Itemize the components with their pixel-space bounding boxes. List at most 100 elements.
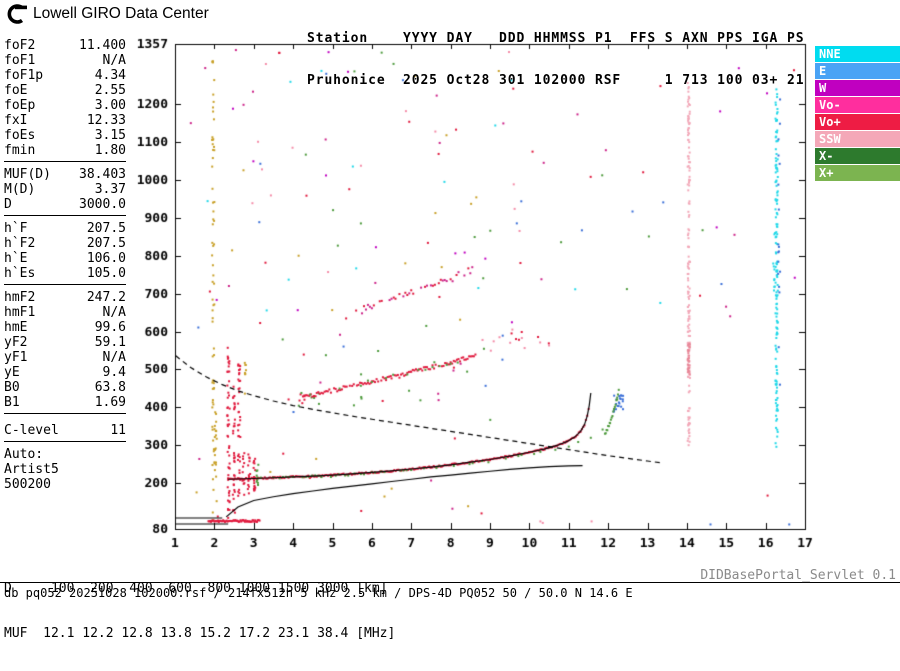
param-value: 11 bbox=[110, 423, 126, 438]
param-value: 247.2 bbox=[86, 290, 126, 305]
param-label: yE bbox=[4, 365, 20, 380]
param-group: h`F 207.5 h`F2 207.5 h`E 106.0 h`Es 105.0 bbox=[4, 221, 126, 285]
param-label: yF1 bbox=[4, 350, 28, 365]
param-value: 3000.0 bbox=[79, 197, 126, 212]
param-value: 99.6 bbox=[94, 320, 126, 335]
param-group: MUF(D) 38.403 M(D) 3.37 D 3000.0 bbox=[4, 167, 126, 216]
param-row: D 3000.0 bbox=[4, 197, 126, 212]
param-value: 207.5 bbox=[86, 236, 126, 251]
param-row: hmF1 N/A bbox=[4, 305, 126, 320]
param-value: 3.15 bbox=[94, 128, 126, 143]
param-group: C-level 11 bbox=[4, 423, 126, 442]
param-row: MUF(D) 38.403 bbox=[4, 167, 126, 182]
param-row: h`Es 105.0 bbox=[4, 266, 126, 281]
param-label: B1 bbox=[4, 395, 20, 410]
parameter-panel: foF2 11.400 foF1 N/A foF1p 4.34 foE 2.55 foEp 3.0… bbox=[4, 38, 126, 492]
param-row: C-level 11 bbox=[4, 423, 126, 438]
param-value: 3.37 bbox=[94, 182, 126, 197]
legend-item-w: W bbox=[815, 80, 900, 96]
param-row: B0 63.8 bbox=[4, 380, 126, 395]
brand-title: Lowell GIRO Data Center bbox=[33, 5, 209, 22]
param-value: 63.8 bbox=[94, 380, 126, 395]
param-label: h`E bbox=[4, 251, 28, 266]
param-label: foE bbox=[4, 83, 28, 98]
param-label: M(D) bbox=[4, 182, 36, 197]
param-row: h`E 106.0 bbox=[4, 251, 126, 266]
param-label: fxI bbox=[4, 113, 28, 128]
param-row: foEs 3.15 bbox=[4, 128, 126, 143]
autoscaling-line: Auto: bbox=[4, 447, 44, 462]
polarization-legend: NNE E W Vo- Vo+ SSW X- X+ bbox=[815, 46, 900, 182]
autoscaling-block: Auto: Artist5 500200 bbox=[4, 447, 126, 492]
legend-item-ssw: SSW bbox=[815, 131, 900, 147]
param-row: h`F2 207.5 bbox=[4, 236, 126, 251]
param-label: hmF2 bbox=[4, 290, 36, 305]
param-label: h`Es bbox=[4, 266, 36, 281]
brand: Lowell GIRO Data Center bbox=[5, 4, 209, 24]
param-value: N/A bbox=[102, 350, 126, 365]
param-label: hmF1 bbox=[4, 305, 36, 320]
param-label: B0 bbox=[4, 380, 20, 395]
param-row: foEp 3.00 bbox=[4, 98, 126, 113]
legend-item-x-: X- bbox=[815, 148, 900, 164]
station-header: Station YYYY DAY DDD HHMMSS P1 FFS S AXN… bbox=[307, 4, 804, 116]
ionogram-plot-canvas bbox=[0, 0, 900, 600]
param-group: hmF2 247.2 hmF1 N/A hmE 99.6 yF2 59.1 yF1 N/A yE 9.… bbox=[4, 290, 126, 414]
param-row: foE 2.55 bbox=[4, 83, 126, 98]
param-value: 106.0 bbox=[86, 251, 126, 266]
param-label: h`F2 bbox=[4, 236, 36, 251]
lowell-logo-icon bbox=[5, 4, 27, 24]
param-row: fxI 12.33 bbox=[4, 113, 126, 128]
param-row: foF1 N/A bbox=[4, 53, 126, 68]
param-row: hmE 99.6 bbox=[4, 320, 126, 335]
header-values: Pruhonice 2025 Oct28 301 102000 RSF 1 71… bbox=[307, 73, 805, 88]
param-row: foF1p 4.34 bbox=[4, 68, 126, 83]
param-label: foF1p bbox=[4, 68, 44, 83]
param-label: MUF(D) bbox=[4, 167, 51, 182]
param-label: hmE bbox=[4, 320, 28, 335]
param-value: 2.55 bbox=[94, 83, 126, 98]
param-value: 4.34 bbox=[94, 68, 126, 83]
param-label: yF2 bbox=[4, 335, 28, 350]
param-label: fmin bbox=[4, 143, 36, 158]
param-value: 3.00 bbox=[94, 98, 126, 113]
param-value: 59.1 bbox=[94, 335, 126, 350]
servlet-version: DIDBasePortal_Servlet 0.1 bbox=[700, 568, 896, 583]
param-row: fmin 1.80 bbox=[4, 143, 126, 158]
param-label: foEs bbox=[4, 128, 36, 143]
param-row: yF2 59.1 bbox=[4, 335, 126, 350]
muf-distance-row: D 100 200 400 600 800 1000 1500 3000 [km… bbox=[4, 581, 388, 596]
param-label: foF1 bbox=[4, 53, 36, 68]
param-label: D bbox=[4, 197, 12, 212]
param-label: h`F bbox=[4, 221, 28, 236]
param-row: yE 9.4 bbox=[4, 365, 126, 380]
param-value: N/A bbox=[102, 53, 126, 68]
legend-item-nne: NNE bbox=[815, 46, 900, 62]
param-value: 105.0 bbox=[86, 266, 126, 281]
param-row: B1 1.69 bbox=[4, 395, 126, 410]
param-value: 207.5 bbox=[86, 221, 126, 236]
param-value: 1.80 bbox=[94, 143, 126, 158]
param-value: 1.69 bbox=[94, 395, 126, 410]
legend-item-vo-: Vo+ bbox=[815, 114, 900, 130]
header-column-labels: Station YYYY DAY DDD HHMMSS P1 FFS S AXN… bbox=[307, 31, 805, 46]
param-row: h`F 207.5 bbox=[4, 221, 126, 236]
param-row: hmF2 247.2 bbox=[4, 290, 126, 305]
autoscaling-line: Artist5 bbox=[4, 462, 59, 477]
legend-item-vo-: Vo- bbox=[815, 97, 900, 113]
param-value: 12.33 bbox=[86, 113, 126, 128]
param-value: 38.403 bbox=[79, 167, 126, 182]
param-row: M(D) 3.37 bbox=[4, 182, 126, 197]
param-value: 11.400 bbox=[79, 38, 126, 53]
muf-values-row: MUF 12.1 12.2 12.8 13.8 15.2 17.2 23.1 3… bbox=[4, 626, 396, 641]
legend-item-x-: X+ bbox=[815, 165, 900, 181]
param-label: foF2 bbox=[4, 38, 36, 53]
muf-table: D 100 200 400 600 800 1000 1500 3000 [km… bbox=[4, 551, 395, 671]
param-value: 9.4 bbox=[102, 365, 126, 380]
param-group: foF2 11.400 foF1 N/A foF1p 4.34 foE 2.55 foEp 3.0… bbox=[4, 38, 126, 162]
status-bar: db pq052 20251028 102000.rsf / 214fx512h… bbox=[4, 586, 633, 600]
param-value: N/A bbox=[102, 305, 126, 320]
autoscaling-line: 500200 bbox=[4, 477, 51, 492]
param-row: yF1 N/A bbox=[4, 350, 126, 365]
param-row: foF2 11.400 bbox=[4, 38, 126, 53]
